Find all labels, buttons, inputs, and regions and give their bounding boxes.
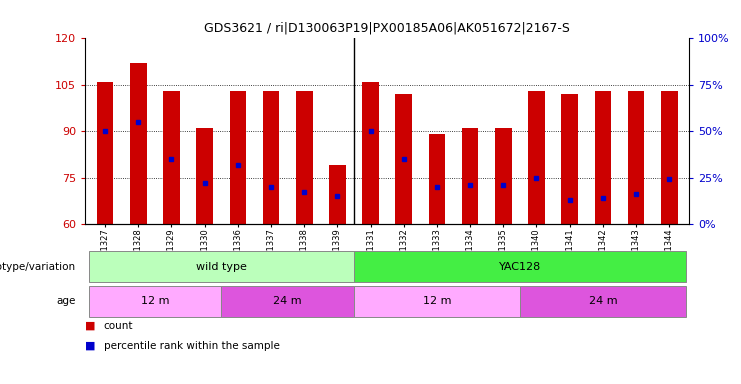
- Bar: [88, 251, 354, 282]
- Bar: [661, 91, 677, 224]
- Bar: [263, 91, 279, 224]
- Bar: [354, 286, 520, 317]
- Text: ■: ■: [85, 321, 96, 331]
- Bar: [354, 251, 686, 282]
- Bar: [396, 94, 412, 224]
- Text: count: count: [104, 321, 133, 331]
- Text: age: age: [56, 296, 76, 306]
- Bar: [230, 91, 246, 224]
- Bar: [528, 91, 545, 224]
- Bar: [462, 128, 479, 224]
- Text: ■: ■: [85, 341, 96, 351]
- Bar: [163, 91, 180, 224]
- Bar: [130, 63, 147, 224]
- Bar: [520, 286, 686, 317]
- Bar: [362, 82, 379, 224]
- Bar: [222, 286, 354, 317]
- Bar: [196, 128, 213, 224]
- Bar: [495, 128, 511, 224]
- Bar: [88, 286, 222, 317]
- Text: 12 m: 12 m: [422, 296, 451, 306]
- Text: percentile rank within the sample: percentile rank within the sample: [104, 341, 279, 351]
- Text: wild type: wild type: [196, 262, 247, 271]
- Bar: [628, 91, 645, 224]
- Bar: [329, 165, 346, 224]
- Text: 24 m: 24 m: [588, 296, 617, 306]
- Bar: [594, 91, 611, 224]
- Bar: [428, 134, 445, 224]
- Text: 24 m: 24 m: [273, 296, 302, 306]
- Text: 12 m: 12 m: [141, 296, 169, 306]
- Text: genotype/variation: genotype/variation: [0, 262, 76, 271]
- Title: GDS3621 / ri|D130063P19|PX00185A06|AK051672|2167-S: GDS3621 / ri|D130063P19|PX00185A06|AK051…: [205, 22, 570, 35]
- Bar: [562, 94, 578, 224]
- Text: YAC128: YAC128: [499, 262, 541, 271]
- Bar: [296, 91, 313, 224]
- Bar: [97, 82, 113, 224]
